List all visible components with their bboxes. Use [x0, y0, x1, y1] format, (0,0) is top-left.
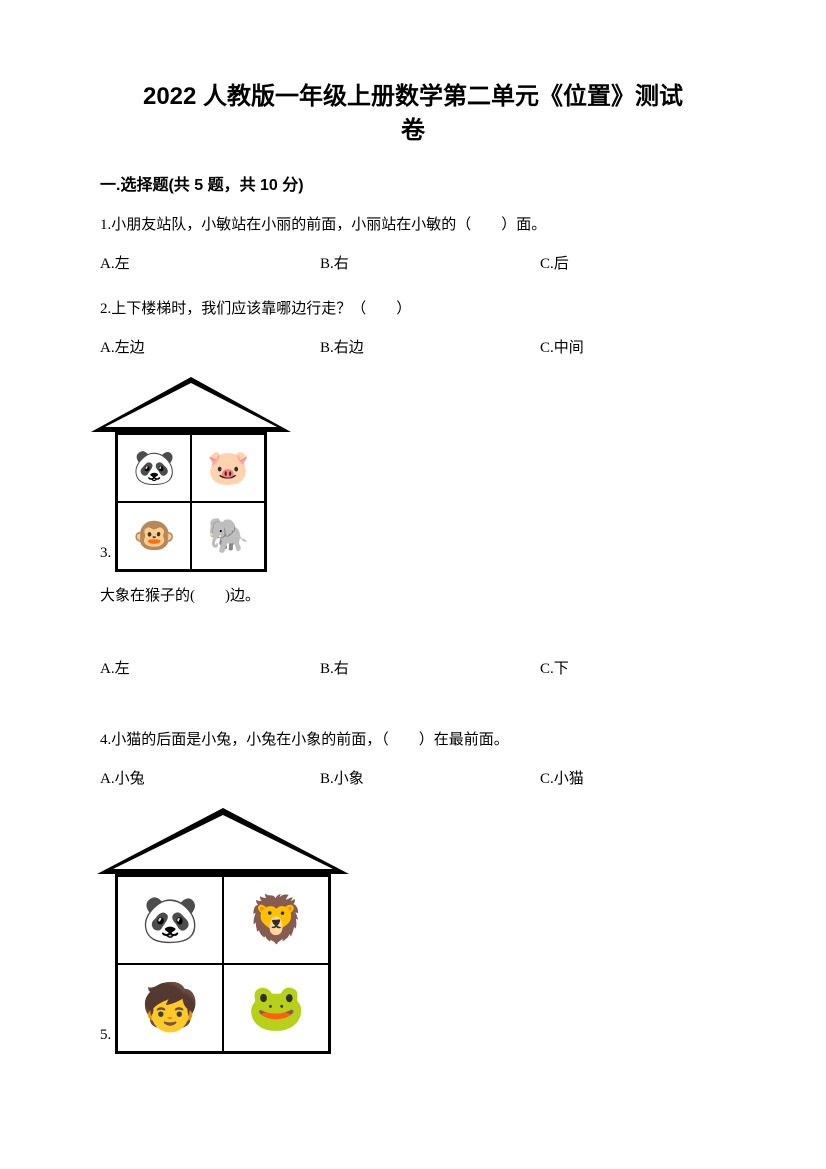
roof-icon: [91, 377, 291, 432]
q1-option-b: B.右: [320, 248, 540, 281]
q1-option-a: A.左: [100, 248, 320, 281]
q4-option-a: A.小兔: [100, 763, 320, 796]
title-line1: 2022 人教版一年级上册数学第二单元《位置》测试: [100, 80, 726, 114]
q3-row: 3. 🐼 🐷 🐵 🐘: [100, 377, 726, 572]
q3-option-b: B.右: [320, 653, 540, 686]
q2-text: 2.上下楼梯时，我们应该靠哪边行走？（ ）: [100, 293, 726, 326]
panda-icon: 🐼: [117, 876, 223, 964]
q3-option-a: A.左: [100, 653, 320, 686]
pig-icon: 🐷: [191, 434, 265, 502]
q1-text: 1.小朋友站队，小敏站在小丽的前面，小丽站在小敏的（ ）面。: [100, 209, 726, 242]
q5-number: 5.: [100, 1027, 111, 1054]
q2-option-a: A.左边: [100, 332, 320, 365]
lion-icon: 🦁: [223, 876, 329, 964]
q4-options: A.小兔 B.小象 C.小猫: [100, 763, 726, 796]
q3-option-c: C.下: [540, 653, 720, 686]
q5-grid: 🐼 🦁 🧒 🐸: [115, 874, 331, 1054]
page-title: 2022 人教版一年级上册数学第二单元《位置》测试 卷: [100, 80, 726, 147]
section-header: 一.选择题(共 5 题，共 10 分): [100, 171, 726, 195]
q3-grid: 🐼 🐷 🐵 🐘: [115, 432, 267, 572]
panda-icon: 🐼: [117, 434, 191, 502]
q3-number: 3.: [100, 545, 111, 572]
q5-house: 🐼 🦁 🧒 🐸: [115, 808, 349, 1054]
roof-icon: [97, 808, 349, 874]
q4-text: 4.小猫的后面是小兔，小兔在小象的前面，（ ）在最前面。: [100, 724, 726, 757]
title-line2: 卷: [100, 114, 726, 148]
q1-options: A.左 B.右 C.后: [100, 248, 726, 281]
q3-after: 大象在猴子的( )边。: [100, 580, 726, 613]
q3-house: 🐼 🐷 🐵 🐘: [115, 377, 291, 572]
monkey-icon: 🐵: [117, 502, 191, 570]
q5-row: 5. 🐼 🦁 🧒 🐸: [100, 808, 726, 1054]
q1-option-c: C.后: [540, 248, 720, 281]
elephant-icon: 🐘: [191, 502, 265, 570]
frog-icon: 🐸: [223, 964, 329, 1052]
q4-option-c: C.小猫: [540, 763, 720, 796]
q3-options: A.左 B.右 C.下: [100, 653, 726, 686]
q2-option-c: C.中间: [540, 332, 720, 365]
q4-option-b: B.小象: [320, 763, 540, 796]
child-icon: 🧒: [117, 964, 223, 1052]
q2-option-b: B.右边: [320, 332, 540, 365]
q2-options: A.左边 B.右边 C.中间: [100, 332, 726, 365]
